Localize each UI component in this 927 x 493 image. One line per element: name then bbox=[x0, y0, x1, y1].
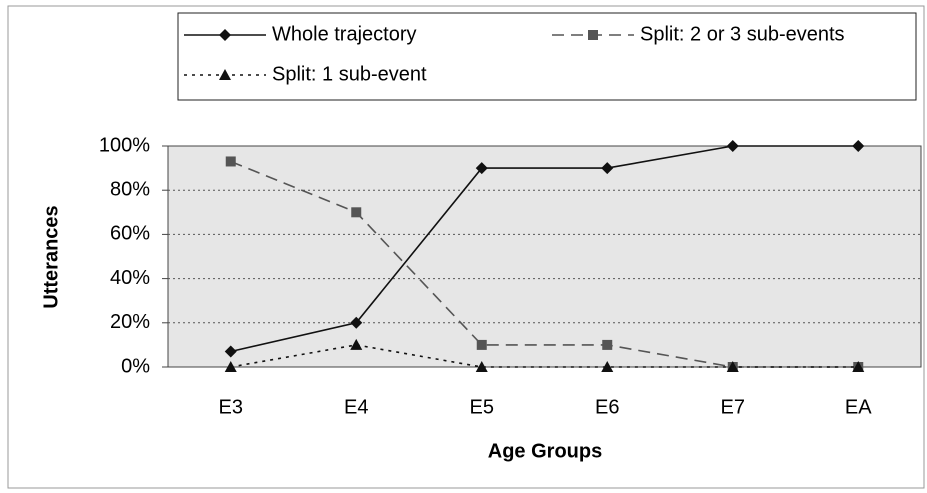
y-tick-label: 60% bbox=[110, 223, 150, 245]
data-point bbox=[475, 162, 488, 175]
data-point bbox=[726, 140, 739, 152]
x-tick-label: EA bbox=[845, 396, 872, 418]
x-tick-label: E3 bbox=[219, 396, 243, 418]
data-point bbox=[852, 361, 865, 372]
y-tick-label: 80% bbox=[110, 178, 150, 200]
legend-label: Split: 2 or 3 sub-events bbox=[640, 23, 845, 45]
series-line bbox=[230, 344, 859, 368]
x-tick-label: E5 bbox=[470, 396, 494, 418]
y-tick-label: 100% bbox=[99, 134, 150, 156]
x-tick-label: E7 bbox=[721, 396, 745, 418]
y-tick-label: 0% bbox=[121, 355, 150, 377]
legend-label: Split: 1 sub-event bbox=[272, 63, 427, 85]
data-point bbox=[351, 207, 362, 218]
series-line bbox=[230, 145, 859, 353]
data-point bbox=[350, 316, 363, 329]
y-tick-label: 20% bbox=[110, 311, 150, 333]
data-point bbox=[726, 361, 739, 372]
x-tick-label: E6 bbox=[595, 396, 619, 418]
data-point bbox=[476, 339, 487, 350]
series-line bbox=[230, 160, 859, 368]
plot-area bbox=[167, 145, 922, 368]
data-point bbox=[475, 361, 488, 372]
data-point bbox=[601, 361, 614, 372]
data-point bbox=[350, 338, 363, 350]
x-tick-label: E4 bbox=[344, 396, 368, 418]
legend-marker bbox=[219, 69, 231, 80]
data-point bbox=[852, 140, 865, 152]
data-point bbox=[225, 156, 236, 167]
y-axis-label: Utterances bbox=[40, 205, 62, 308]
data-point bbox=[602, 339, 613, 350]
legend-marker bbox=[588, 30, 598, 40]
legend-marker bbox=[219, 29, 231, 41]
data-point bbox=[224, 345, 237, 358]
legend-label: Whole trajectory bbox=[272, 23, 417, 45]
y-tick-label: 40% bbox=[110, 267, 150, 289]
data-point bbox=[601, 162, 614, 175]
x-axis-label: Age Groups bbox=[488, 440, 602, 462]
data-point bbox=[224, 361, 237, 372]
legend-box bbox=[177, 12, 917, 101]
